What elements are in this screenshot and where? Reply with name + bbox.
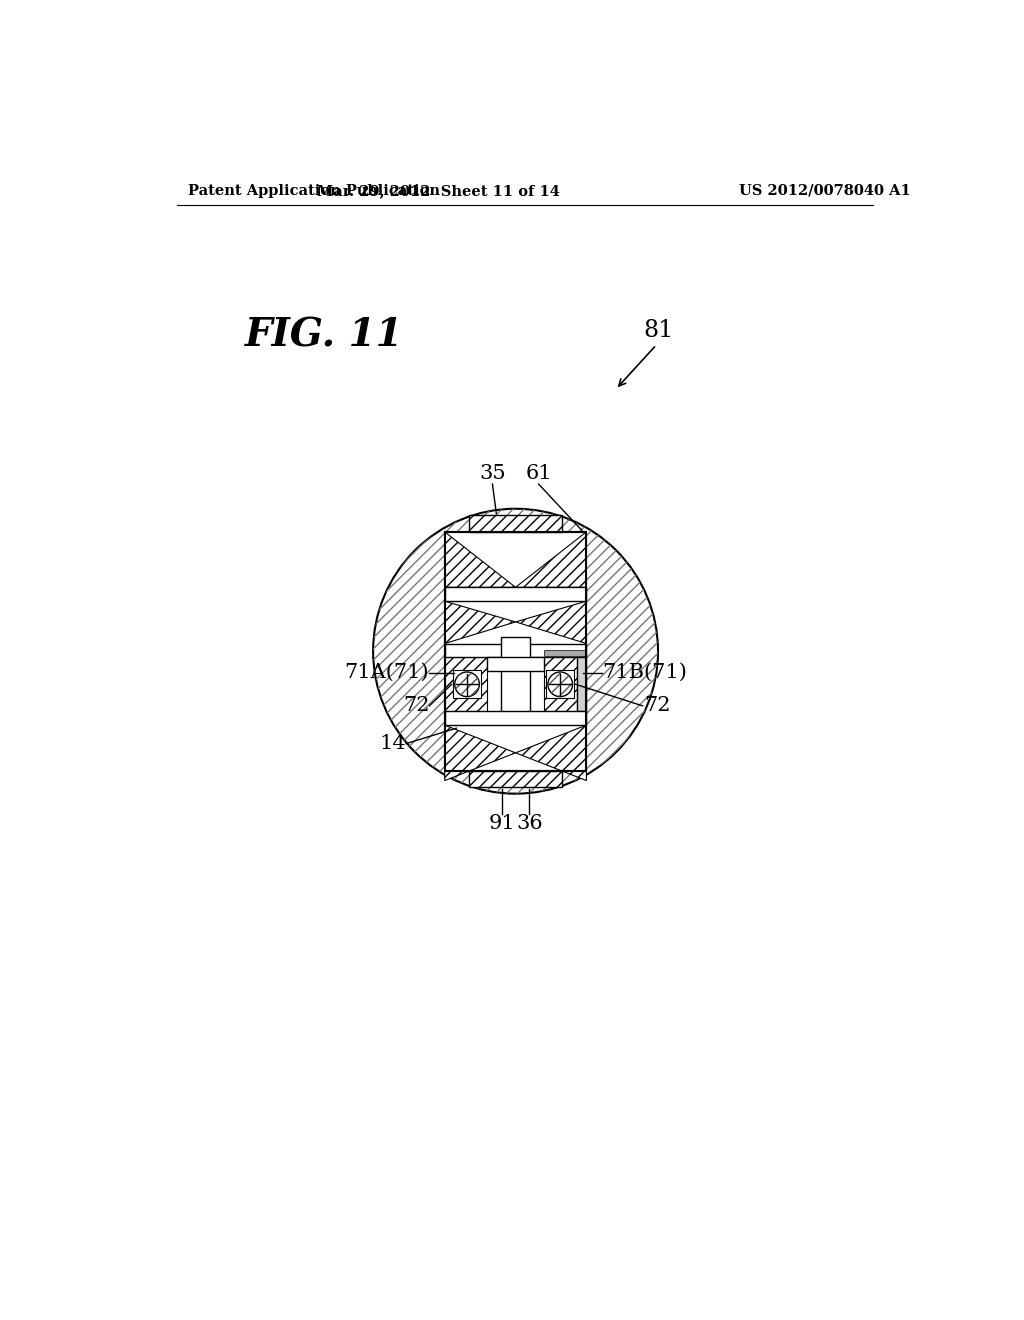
Circle shape — [548, 672, 572, 697]
Bar — [544, 657, 578, 711]
Bar — [501, 638, 530, 718]
Text: FIG. 11: FIG. 11 — [245, 317, 403, 355]
Text: 35: 35 — [479, 463, 506, 483]
Text: 61: 61 — [525, 463, 552, 483]
Text: Mar. 29, 2012  Sheet 11 of 14: Mar. 29, 2012 Sheet 11 of 14 — [317, 183, 560, 198]
Text: 71A(71): 71A(71) — [345, 663, 429, 682]
Bar — [487, 657, 544, 671]
Circle shape — [455, 672, 479, 697]
Bar — [444, 587, 587, 601]
Polygon shape — [515, 532, 587, 587]
Bar — [547, 671, 574, 698]
Polygon shape — [444, 601, 515, 644]
Text: 14: 14 — [380, 734, 407, 754]
Polygon shape — [444, 532, 515, 587]
Bar — [444, 532, 587, 771]
Bar — [469, 771, 562, 788]
Bar — [454, 671, 481, 698]
Text: 91: 91 — [488, 814, 515, 833]
Text: 71B(71): 71B(71) — [602, 663, 687, 682]
Text: 72: 72 — [644, 697, 671, 715]
Text: Patent Application Publication: Patent Application Publication — [188, 183, 440, 198]
Bar — [578, 657, 587, 711]
Text: 36: 36 — [516, 814, 543, 833]
Bar — [444, 657, 487, 711]
Bar — [444, 532, 587, 771]
Polygon shape — [515, 725, 587, 780]
Text: 72: 72 — [402, 697, 429, 715]
Bar — [544, 649, 587, 656]
Circle shape — [373, 508, 658, 793]
Text: 81: 81 — [643, 318, 673, 342]
Text: US 2012/0078040 A1: US 2012/0078040 A1 — [739, 183, 910, 198]
Polygon shape — [444, 725, 515, 780]
Polygon shape — [515, 601, 587, 644]
Bar — [444, 711, 587, 725]
Bar — [469, 515, 562, 532]
Bar — [444, 644, 587, 657]
